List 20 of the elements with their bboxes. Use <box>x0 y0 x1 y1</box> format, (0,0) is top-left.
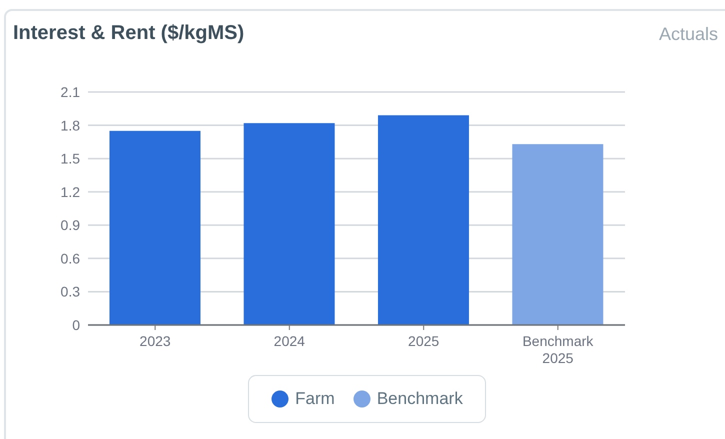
x-tick-label: 2023 <box>140 333 171 349</box>
legend-label: Farm <box>295 389 335 409</box>
chart-title: Interest & Rent ($/kgMS) <box>13 22 244 45</box>
bar <box>109 130 200 325</box>
text: Actuals <box>658 24 718 45</box>
y-tick-label: 2.1 <box>60 84 80 100</box>
y-tick-label: 1.5 <box>60 150 80 167</box>
x-tick-label: Benchmark 2025 <box>522 333 594 366</box>
y-tick-label: 0 <box>72 316 80 333</box>
y-tick-label: 0.6 <box>60 250 80 266</box>
y-tick-label: 1.8 <box>60 117 80 134</box>
y-tick-label: 0.3 <box>60 284 80 300</box>
y-tick-label: 0.9 <box>60 217 80 234</box>
x-tick-label: 2024 <box>274 333 306 349</box>
bar <box>378 115 469 325</box>
bar <box>512 144 604 325</box>
y-tick-label: 1.2 <box>60 184 80 200</box>
legend-label: Benchmark <box>376 389 463 409</box>
bar <box>244 123 335 325</box>
x-tick-label: 2025 <box>408 333 440 349</box>
